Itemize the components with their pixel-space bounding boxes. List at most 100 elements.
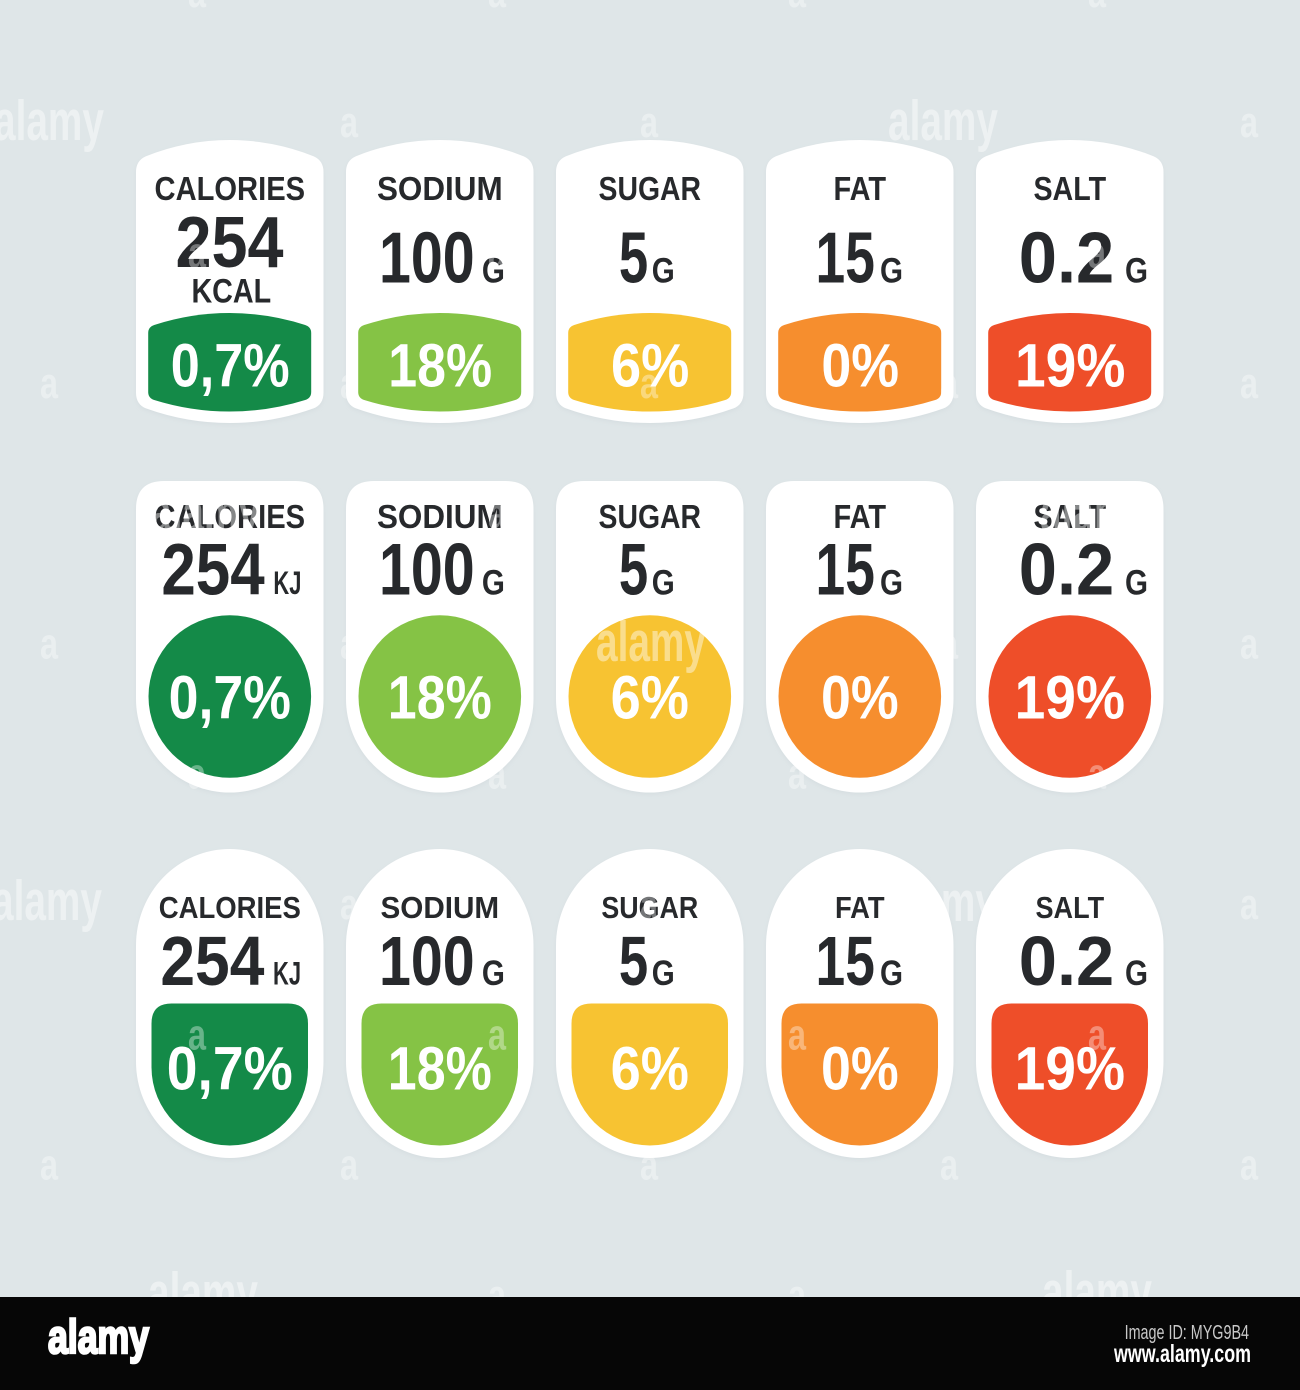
svg-text:5: 5 <box>619 922 648 1000</box>
svg-text:alamy: alamy <box>150 480 260 544</box>
svg-text:15: 15 <box>816 922 875 1000</box>
svg-text:5: 5 <box>619 530 648 611</box>
svg-text:KJ: KJ <box>273 565 301 601</box>
svg-text:254: 254 <box>160 922 264 1000</box>
svg-text:www.alamy.com: www.alamy.com <box>1113 1340 1251 1368</box>
svg-text:G: G <box>1125 252 1148 291</box>
svg-text:a: a <box>188 229 206 278</box>
svg-text:SODIUM: SODIUM <box>380 892 499 925</box>
svg-text:0,7%: 0,7% <box>171 332 290 401</box>
svg-text:SODIUM: SODIUM <box>377 498 503 535</box>
svg-text:KCAL: KCAL <box>191 273 271 311</box>
svg-text:0.2: 0.2 <box>1019 922 1115 1000</box>
svg-text:a: a <box>640 359 658 408</box>
svg-text:a: a <box>340 880 358 929</box>
svg-text:G: G <box>880 252 903 291</box>
svg-text:a: a <box>188 750 206 799</box>
svg-text:G: G <box>652 564 675 603</box>
svg-text:a: a <box>40 1141 58 1190</box>
svg-text:a: a <box>1088 750 1106 799</box>
svg-text:5: 5 <box>619 218 648 299</box>
svg-text:254: 254 <box>161 530 265 611</box>
svg-text:a: a <box>788 0 806 17</box>
svg-text:SALT: SALT <box>1036 892 1105 925</box>
svg-text:G: G <box>1125 564 1148 603</box>
svg-text:a: a <box>640 1141 658 1190</box>
svg-text:6%: 6% <box>611 1035 689 1104</box>
svg-text:0%: 0% <box>821 332 899 401</box>
svg-text:G: G <box>652 252 675 291</box>
svg-text:a: a <box>1240 619 1258 668</box>
svg-text:a: a <box>340 1141 358 1190</box>
svg-text:SUGAR: SUGAR <box>599 170 702 207</box>
svg-text:G: G <box>880 564 903 603</box>
svg-text:15: 15 <box>816 218 875 299</box>
svg-text:a: a <box>940 1141 958 1190</box>
svg-text:SALT: SALT <box>1033 498 1106 535</box>
svg-text:KJ: KJ <box>273 956 301 992</box>
svg-text:CALORIES: CALORIES <box>155 498 306 535</box>
svg-text:a: a <box>488 489 506 538</box>
svg-text:CALORIES: CALORIES <box>159 892 301 925</box>
svg-text:alamy: alamy <box>0 89 104 153</box>
svg-text:100: 100 <box>379 218 475 299</box>
svg-text:G: G <box>482 564 505 603</box>
svg-text:100: 100 <box>379 530 475 611</box>
svg-text:19%: 19% <box>1015 663 1125 732</box>
svg-text:6%: 6% <box>611 663 689 732</box>
svg-text:a: a <box>640 880 658 929</box>
svg-text:a: a <box>1088 0 1106 17</box>
svg-text:19%: 19% <box>1015 332 1125 401</box>
svg-text:a: a <box>40 619 58 668</box>
svg-text:a: a <box>1088 229 1106 278</box>
svg-text:alamy: alamy <box>596 610 706 674</box>
svg-text:0%: 0% <box>821 663 899 732</box>
svg-text:0,7%: 0,7% <box>169 663 291 732</box>
svg-text:a: a <box>640 98 658 147</box>
svg-text:a: a <box>188 0 206 17</box>
svg-text:0.2: 0.2 <box>1019 530 1115 611</box>
svg-text:0%: 0% <box>821 1035 899 1104</box>
svg-text:a: a <box>788 229 806 278</box>
svg-text:a: a <box>340 98 358 147</box>
svg-text:G: G <box>482 954 505 993</box>
svg-text:a: a <box>1240 1141 1258 1190</box>
svg-text:6%: 6% <box>611 332 689 401</box>
svg-text:a: a <box>1240 98 1258 147</box>
svg-text:SUGAR: SUGAR <box>601 892 698 925</box>
svg-text:a: a <box>788 489 806 538</box>
svg-text:18%: 18% <box>388 332 492 401</box>
svg-text:a: a <box>488 0 506 17</box>
svg-text:a: a <box>1088 1010 1106 1059</box>
svg-text:100: 100 <box>379 922 475 1000</box>
svg-text:CALORIES: CALORIES <box>155 170 306 207</box>
svg-text:alamy: alamy <box>888 89 998 153</box>
svg-text:alamy: alamy <box>0 869 102 933</box>
svg-text:a: a <box>940 619 958 668</box>
svg-text:a: a <box>940 359 958 408</box>
svg-text:G: G <box>482 252 505 291</box>
svg-text:a: a <box>1240 359 1258 408</box>
svg-text:a: a <box>488 229 506 278</box>
svg-text:a: a <box>1240 880 1258 929</box>
svg-text:SUGAR: SUGAR <box>599 498 702 535</box>
svg-text:0.2: 0.2 <box>1019 218 1115 299</box>
svg-text:0,7%: 0,7% <box>167 1035 293 1104</box>
svg-text:a: a <box>40 359 58 408</box>
svg-text:SALT: SALT <box>1033 170 1106 207</box>
svg-text:G: G <box>880 954 903 993</box>
svg-text:G: G <box>652 954 675 993</box>
svg-text:a: a <box>488 1010 506 1059</box>
svg-text:FAT: FAT <box>834 498 887 535</box>
svg-text:18%: 18% <box>388 663 492 732</box>
svg-text:a: a <box>488 750 506 799</box>
svg-text:254: 254 <box>176 202 284 283</box>
svg-text:FAT: FAT <box>834 170 887 207</box>
svg-text:G: G <box>1125 954 1148 993</box>
svg-text:Image ID: MYG9B4: Image ID: MYG9B4 <box>1125 1322 1249 1344</box>
svg-text:SODIUM: SODIUM <box>377 170 503 207</box>
svg-text:19%: 19% <box>1015 1035 1125 1104</box>
svg-text:alamy: alamy <box>1040 480 1150 544</box>
svg-text:FAT: FAT <box>835 892 885 925</box>
svg-text:18%: 18% <box>388 1035 492 1104</box>
